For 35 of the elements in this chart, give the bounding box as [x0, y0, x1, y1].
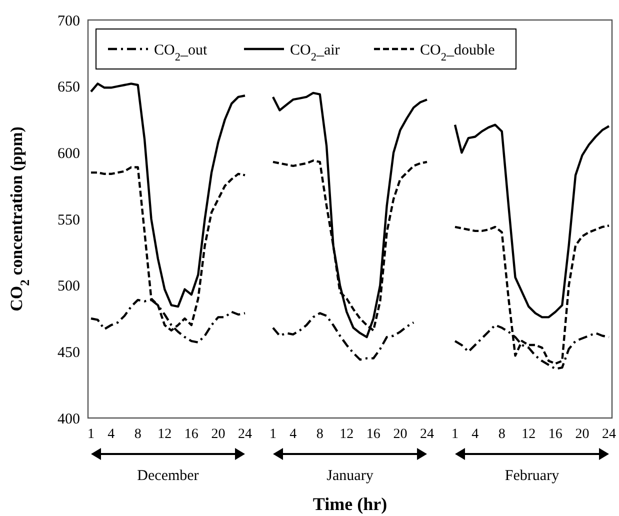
x-tick-label: 24	[420, 427, 434, 442]
x-tick-label: 24	[238, 427, 252, 442]
y-tick-label: 500	[58, 278, 80, 295]
x-tick-label: 1	[88, 427, 94, 442]
legend-label: CO$_{2}$_double	[420, 42, 496, 64]
x-tick-label: 16	[548, 427, 562, 442]
x-tick-label: 8	[498, 427, 506, 442]
legend-label: CO$_{2}$_out	[154, 42, 208, 64]
x-tick-label: 8	[134, 427, 142, 442]
x-tick-label: 8	[316, 427, 324, 442]
y-tick-label: 450	[58, 344, 80, 361]
x-tick-label: 16	[366, 427, 380, 442]
x-tick-label: 1	[270, 427, 276, 442]
x-tick-label: 12	[522, 427, 536, 442]
x-tick-label: 4	[108, 427, 115, 442]
x-tick-label: 20	[575, 427, 590, 442]
x-tick-label: 12	[340, 427, 354, 442]
x-tick-label: 24	[602, 427, 616, 442]
legend-label: CO$_{2}$_air	[290, 42, 340, 64]
x-tick-label: 4	[290, 427, 297, 442]
x-tick-label: 12	[158, 427, 172, 442]
x-tick-label: 4	[472, 427, 479, 442]
y-tick-label: 550	[58, 212, 80, 228]
y-tick-label: 400	[58, 411, 80, 428]
y-tick-label: 600	[58, 146, 80, 162]
text: Time (hr)	[312, 494, 388, 514]
y-tick-label: 700	[58, 13, 80, 30]
x-tick-label: 1	[452, 427, 458, 442]
x-axis-title: December	[137, 468, 199, 484]
y-tick-label: 650	[58, 80, 80, 96]
x-tick-label: 20	[393, 427, 408, 442]
x-axis-title: February	[504, 468, 560, 484]
x-tick-label: 16	[184, 427, 198, 442]
x-axis-title: January	[326, 468, 374, 484]
x-tick-label: 20	[211, 427, 226, 442]
